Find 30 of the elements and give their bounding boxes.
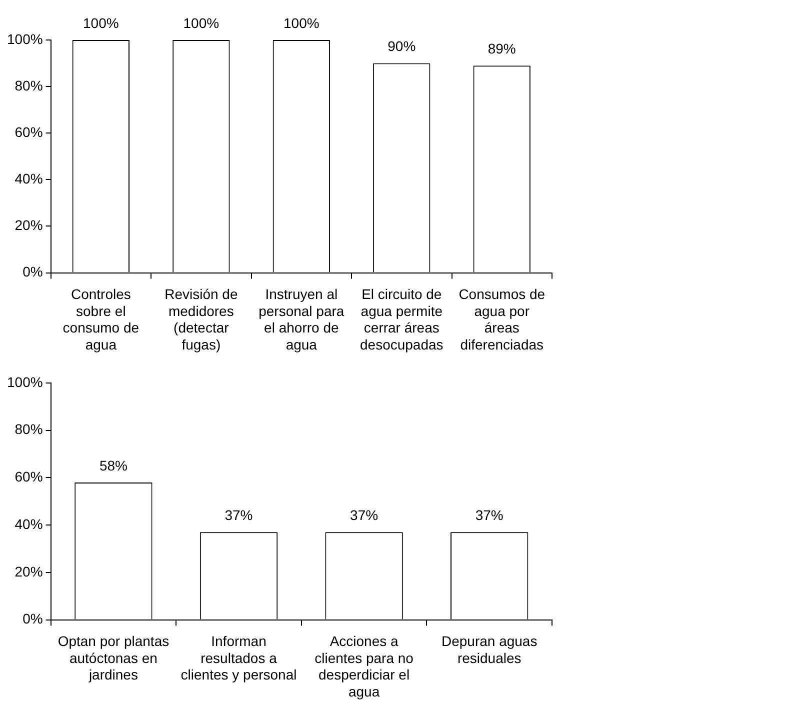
y-tick-label: 20%	[14, 217, 43, 234]
x-tick-label: Optan por plantas autóctonas en jardines	[58, 633, 170, 683]
y-tick-label: 80%	[14, 421, 43, 438]
x-tick-label: Acciones a clientes para no desperdiciar el agua	[314, 633, 414, 700]
y-tick-label: 20%	[14, 563, 43, 580]
y-tick-label: 60%	[14, 468, 43, 485]
x-tick-label: El circuito de agua permite cerrar áreas desocupadas	[360, 286, 444, 352]
data-label: 100%	[283, 14, 320, 31]
y-tick-label: 40%	[14, 516, 43, 532]
y-tick-label: 100%	[6, 374, 43, 390]
x-tick-label: Informan resultados a clientes y personal	[180, 633, 297, 683]
data-label: 37%	[224, 507, 253, 524]
y-tick-label: 60%	[14, 124, 43, 140]
y-tick-label: 0%	[22, 264, 43, 280]
data-label: 37%	[350, 507, 378, 524]
data-label: 89%	[488, 40, 516, 56]
x-tick-label: Depuran aguas residuales	[441, 633, 538, 666]
x-tick-label: Instruyen al personal para el ahorro de agua	[258, 286, 344, 352]
x-tick-label: Consumos de agua por áreas diferenciadas	[458, 286, 546, 352]
y-tick-label: 40%	[14, 170, 43, 187]
data-label: 100%	[183, 14, 220, 31]
y-tick-label: 0%	[22, 610, 43, 627]
x-tick-label: Revisión de medidores (detectar fugas)	[164, 286, 238, 352]
data-label: 90%	[388, 38, 416, 54]
data-label: 100%	[83, 14, 119, 31]
y-tick-label: 100%	[6, 30, 43, 47]
x-tick-label: Controles sobre el consumo de agua	[62, 286, 140, 352]
data-label: 58%	[99, 457, 128, 474]
data-label: 37%	[475, 507, 504, 524]
y-tick-label: 80%	[14, 77, 43, 94]
